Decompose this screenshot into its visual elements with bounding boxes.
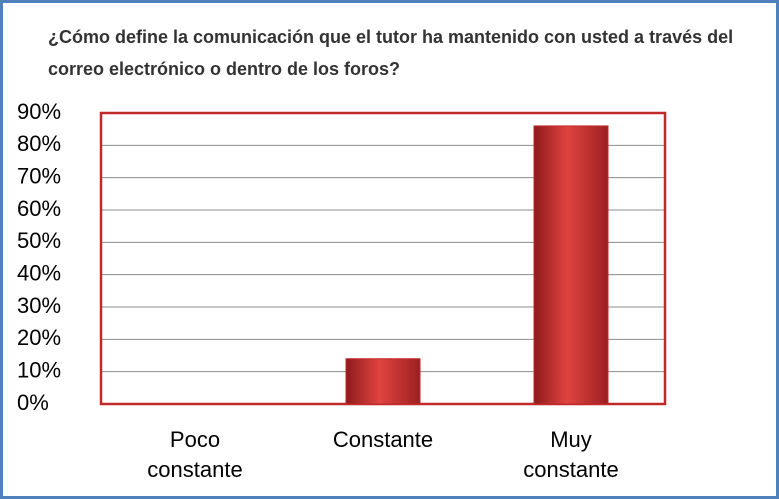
plot: 0% 10% 20% 30% 40% 50% 60% 70% 80% 90%	[17, 99, 667, 415]
bar	[345, 358, 421, 405]
y-tick-label: 60%	[17, 196, 61, 221]
x-tick-label: Muy constante	[523, 427, 619, 482]
x-tick-label: Constante	[332, 427, 434, 452]
y-tick-label: 20%	[17, 325, 61, 350]
y-tick-label: 80%	[17, 131, 61, 156]
y-tick-label: 70%	[17, 163, 61, 188]
y-tick-label: 30%	[17, 293, 61, 318]
x-tick-label: Poco constante	[147, 427, 243, 482]
y-tick-label: 0%	[17, 390, 49, 415]
chart-title: ¿Cómo define la comunicación que el tuto…	[48, 27, 734, 79]
y-tick-label: 90%	[17, 99, 61, 124]
y-tick-label: 50%	[17, 228, 61, 253]
bar	[533, 125, 609, 405]
y-tick-label: 40%	[17, 260, 61, 285]
y-tick-label: 10%	[17, 357, 61, 382]
